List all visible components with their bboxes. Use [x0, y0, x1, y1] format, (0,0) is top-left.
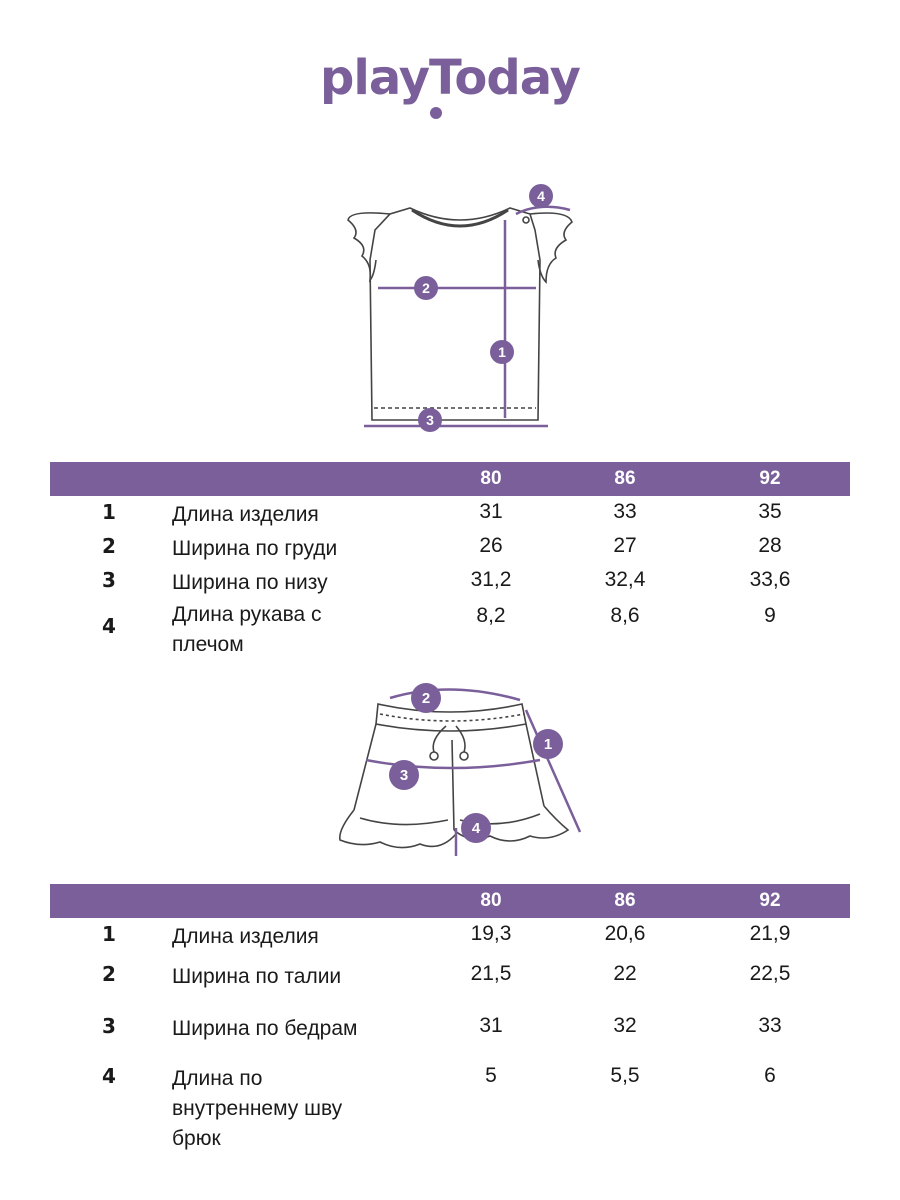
shorts-marker-4-label: 4: [472, 820, 481, 837]
row-value: 33: [758, 1014, 782, 1037]
tshirt-marker-3: [418, 408, 442, 432]
row-label: Длина по внутреннему шву брюк: [172, 1067, 343, 1150]
row-number: 1: [102, 500, 116, 524]
shorts-size-80: 80: [480, 890, 502, 911]
shorts-marker-3-label: 3: [400, 767, 408, 784]
shorts-marker-1: [533, 729, 563, 759]
brand-logo-dot: [430, 107, 442, 119]
row-label: Длина изделия: [172, 925, 319, 948]
row-value: 20,6: [604, 922, 646, 945]
row-value: 32,4: [604, 568, 646, 591]
row-value: 19,3: [470, 922, 512, 945]
tshirt-marker-4: [529, 184, 553, 208]
shorts-size-table: 80 86 92 1 Длина изделия 19,3 20,6 21,9 …: [50, 884, 850, 1150]
row-value: 5: [485, 1064, 497, 1087]
row-label: Ширина по талии: [172, 965, 342, 988]
tshirt-marker-4-label: 4: [537, 188, 545, 204]
row-value: 8,2: [476, 604, 506, 627]
tshirt-size-86: 86: [614, 468, 636, 489]
row-value: 31: [479, 1014, 503, 1037]
row-label: Длина изделия: [172, 503, 319, 526]
row-value: 31,2: [470, 568, 512, 591]
tshirt-table-header: 80 86 92: [50, 462, 850, 496]
row-value: 27: [613, 534, 637, 557]
row-value: 9: [764, 604, 776, 627]
tshirt-marker-2: [414, 276, 438, 300]
tshirt-marker-1-label: 1: [498, 344, 506, 360]
row-number: 4: [102, 614, 116, 638]
row-value: 35: [758, 500, 782, 523]
tshirt-marker-2-label: 2: [422, 280, 430, 296]
row-number: 1: [102, 922, 116, 946]
row-value: 8,6: [610, 604, 640, 627]
shorts-marker-2: [411, 683, 441, 713]
row-label: Длина рукава с плечом: [172, 603, 322, 656]
tshirt-size-92: 92: [759, 468, 781, 489]
row-value: 5,5: [610, 1064, 640, 1087]
row-label: Ширина по бедрам: [172, 1017, 358, 1040]
row-value: 33,6: [749, 568, 791, 591]
row-value: 28: [758, 534, 782, 557]
shorts-marker-1-label: 1: [544, 736, 552, 753]
row-value: 32: [613, 1014, 637, 1037]
row-value: 26: [479, 534, 503, 557]
row-value: 22: [613, 962, 637, 985]
brand-logo: playToday: [320, 50, 581, 106]
shorts-marker-4: [461, 813, 491, 843]
shorts-table-header: 80 86 92: [50, 884, 850, 918]
row-value: 22,5: [749, 962, 791, 985]
tshirt-diagram: 1 2 3 4: [347, 184, 573, 432]
row-value: 6: [764, 1064, 776, 1087]
tshirt-size-80: 80: [480, 468, 502, 489]
row-value: 33: [613, 500, 637, 523]
row-label: Ширина по груди: [172, 537, 338, 560]
row-number: 3: [102, 1014, 116, 1038]
tshirt-marker-1: [490, 340, 514, 364]
row-number: 4: [102, 1064, 116, 1088]
tshirt-marker-3-label: 3: [426, 412, 434, 428]
row-label: Ширина по низу: [172, 571, 328, 594]
shorts-diagram: 1 2 3 4: [338, 683, 582, 856]
row-value: 31: [479, 500, 503, 523]
row-number: 2: [102, 962, 116, 986]
row-number: 3: [102, 568, 116, 592]
row-value: 21,5: [470, 962, 512, 985]
shorts-size-86: 86: [614, 890, 636, 911]
shorts-size-92: 92: [759, 890, 781, 911]
tshirt-size-table: 80 86 92 1 Длина изделия 31 33 35 2 Шири…: [50, 462, 850, 656]
shorts-marker-2-label: 2: [422, 690, 430, 707]
row-value: 21,9: [749, 922, 791, 945]
row-number: 2: [102, 534, 116, 558]
shorts-marker-3: [389, 760, 419, 790]
